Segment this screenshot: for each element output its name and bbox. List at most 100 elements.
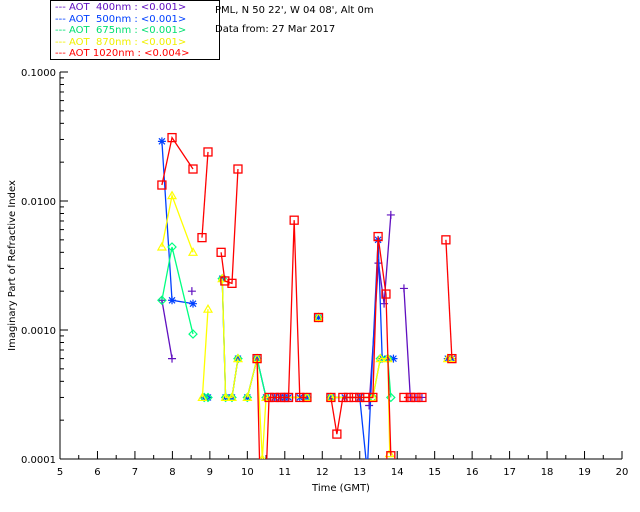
data-point-square: [167, 132, 177, 143]
data-point-square: [270, 392, 280, 403]
legend-label: AOT 400nm : <0.001>: [69, 2, 187, 13]
data-point-square: [295, 392, 305, 403]
data-point-square: [289, 215, 299, 225]
series-line: [201, 151, 209, 238]
data-point-square: [405, 392, 415, 403]
data-point-square: [355, 392, 365, 403]
data-point-diamond: [167, 242, 177, 252]
data-point-square: [399, 392, 409, 403]
data-point-triangle: [261, 392, 272, 402]
data-point-square: [252, 353, 262, 364]
data-point-star: [189, 299, 198, 308]
data-point-triangle: [375, 353, 386, 363]
series-2: [157, 242, 396, 403]
legend-label: AOT 675nm : <0.001>: [69, 25, 187, 36]
data-point-square: [233, 164, 243, 174]
data-point-triangle: [313, 312, 324, 322]
data-point-square: [283, 392, 294, 403]
series-line: [161, 300, 173, 359]
x-tick-label: 9: [207, 467, 213, 478]
data-point-square: [264, 392, 274, 403]
y-axis-label: Imaginary Part of Refractive Index: [7, 180, 18, 351]
x-tick-label: 18: [541, 467, 554, 478]
data-point-plus: [187, 287, 196, 296]
legend-label: AOT 870nm : <0.001>: [69, 36, 187, 48]
data-point-triangle: [232, 353, 244, 363]
data-point-square: [157, 180, 167, 190]
x-axis-label: Time (GMT): [311, 483, 370, 494]
y-tick-label: 0.1000: [21, 68, 56, 79]
data-point-diamond: [227, 392, 237, 403]
data-point-square: [302, 392, 312, 403]
date-text: Data from: 27 Mar 2017: [215, 24, 336, 35]
x-tick-label: 15: [428, 467, 441, 478]
series-line: [220, 168, 239, 285]
data-point-square: [447, 353, 457, 364]
data-point-star: [168, 296, 177, 305]
x-tick-label: 10: [241, 467, 254, 478]
legend-entry-400nm: --- AOT 400nm : <0.001>: [55, 2, 187, 13]
series-line: [161, 193, 194, 253]
series-line: [330, 357, 392, 399]
data-point-triangle: [226, 392, 238, 402]
x-tick-label: 17: [503, 467, 516, 478]
data-point-diamond: [242, 392, 253, 403]
legend-label: AOT 500nm : <0.001>: [69, 13, 187, 25]
data-point-square: [332, 429, 342, 439]
location-text: PML, N 50 22', W 04 08', Alt 0m: [215, 5, 374, 16]
data-point-square: [381, 289, 391, 299]
data-point-square: [411, 392, 421, 403]
data-point-triangle: [202, 303, 214, 313]
data-point-square: [386, 451, 396, 459]
data-point-square: [188, 164, 198, 174]
data-point-triangle: [166, 190, 178, 200]
data-point-triangle: [220, 392, 231, 402]
series-line: [201, 309, 209, 398]
data-point-plus: [386, 210, 395, 219]
data-point-square: [349, 392, 359, 403]
x-tick-label: 19: [578, 467, 591, 478]
data-point-star: [314, 313, 323, 322]
legend-entry-500nm: --- AOT 500nm : <0.001>: [55, 13, 187, 25]
data-point-square: [197, 232, 207, 243]
legend-entry-1020nm: --- AOT 1020nm : <0.004>: [55, 48, 190, 59]
data-point-square: [220, 276, 230, 286]
x-tick-label: 13: [353, 467, 366, 478]
y-tick-label: 0.0001: [21, 455, 56, 466]
series-line: [256, 220, 307, 459]
x-tick-label: 14: [391, 467, 404, 478]
x-tick-label: 16: [466, 467, 479, 478]
series-line: [221, 278, 239, 399]
data-point-star: [157, 137, 166, 146]
y-tick-label: 0.0010: [21, 326, 56, 337]
data-point-diamond: [157, 295, 167, 306]
data-point-plus: [168, 354, 177, 363]
series-line: [161, 246, 194, 335]
data-point-triangle: [156, 241, 167, 251]
data-point-star: [233, 354, 242, 363]
data-point-triangle: [242, 392, 253, 402]
y-tick-label: 0.0100: [21, 197, 56, 208]
data-point-triangle: [197, 392, 208, 402]
legend-entry-870nm: --- AOT 870nm : <0.001>: [55, 36, 187, 48]
legend-entry-675nm: --- AOT 675nm : <0.001>: [55, 25, 187, 36]
data-point-diamond: [203, 392, 213, 403]
data-point-star: [389, 354, 398, 363]
data-point-square: [227, 278, 237, 288]
data-point-triangle: [187, 247, 199, 256]
data-point-square: [216, 247, 226, 257]
legend: --- AOT 400nm : <0.001> --- AOT 500nm : …: [50, 0, 220, 60]
data-point-square: [313, 312, 324, 323]
data-point-square: [417, 392, 427, 403]
data-point-plus: [399, 284, 408, 293]
series-4: [157, 132, 457, 459]
data-point-square: [343, 392, 354, 403]
data-point-diamond: [220, 392, 231, 403]
data-point-triangle: [259, 453, 266, 459]
data-point-square: [326, 392, 336, 403]
data-point-square: [373, 231, 383, 242]
x-tick-label: 20: [616, 467, 629, 478]
data-point-square: [338, 392, 348, 403]
